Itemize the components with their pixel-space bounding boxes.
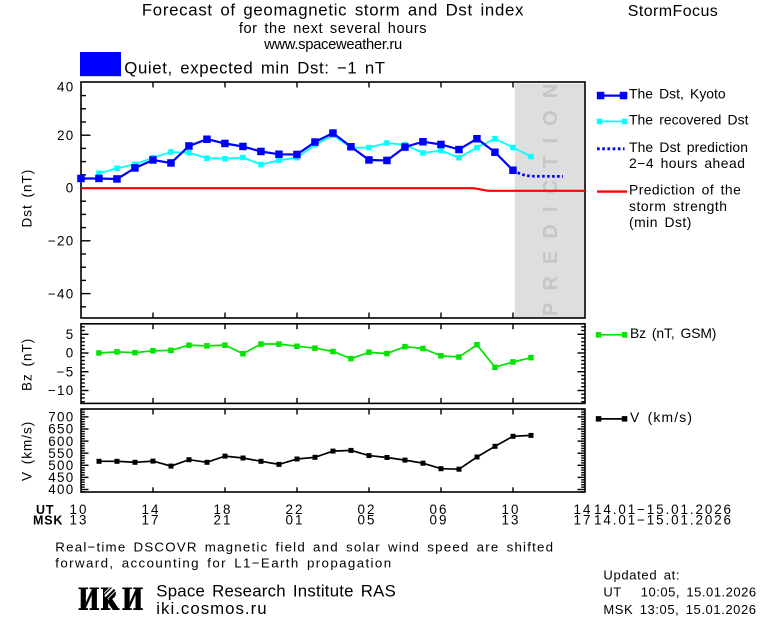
svg-text:Bz (nT): Bz (nT) — [20, 338, 35, 391]
svg-text:20: 20 — [57, 128, 75, 143]
svg-text:Forecast of geomagnetic storm: Forecast of geomagnetic storm and Dst in… — [142, 1, 524, 20]
svg-text:UT: UT — [36, 503, 54, 517]
svg-text:Bz (nT, GSM): Bz (nT, GSM) — [630, 325, 716, 341]
svg-text:14.01−15.01.2026: 14.01−15.01.2026 — [594, 513, 733, 528]
svg-text:PREDICTION: PREDICTION — [540, 72, 562, 316]
svg-text:forward, accounting for L1−Ear: forward, accounting for L1−Earth propaga… — [55, 555, 392, 570]
svg-text:21: 21 — [214, 513, 233, 528]
svg-text:18: 18 — [214, 502, 233, 517]
svg-text:V (km/s): V (km/s) — [20, 421, 35, 481]
svg-text:06: 06 — [430, 502, 449, 517]
svg-text:storm strength: storm strength — [629, 198, 728, 214]
svg-text:02: 02 — [358, 502, 377, 517]
svg-text:17: 17 — [574, 513, 593, 528]
svg-text:Updated at:: Updated at: — [603, 568, 680, 583]
svg-text:iki.cosmos.ru: iki.cosmos.ru — [156, 599, 267, 618]
svg-text:14.01−15.01.2026: 14.01−15.01.2026 — [594, 502, 733, 517]
svg-text:14: 14 — [142, 502, 161, 517]
svg-text:22: 22 — [286, 502, 305, 517]
svg-text:−40: −40 — [48, 286, 75, 301]
svg-text:for the next several hours: for the next several hours — [239, 21, 427, 37]
svg-text:10: 10 — [70, 502, 89, 517]
svg-text:650: 650 — [48, 422, 74, 437]
svg-text:0: 0 — [66, 346, 75, 361]
svg-text:Prediction of the: Prediction of the — [629, 182, 741, 198]
svg-text:01: 01 — [286, 513, 305, 528]
svg-text:550: 550 — [48, 446, 74, 461]
svg-text:(min Dst): (min Dst) — [629, 214, 692, 230]
svg-text:40: 40 — [57, 79, 75, 94]
svg-text:500: 500 — [48, 458, 74, 473]
svg-text:V (km/s): V (km/s) — [630, 409, 693, 425]
svg-text:−10: −10 — [48, 383, 75, 398]
svg-text:−5: −5 — [57, 364, 75, 379]
svg-text:StormFocus: StormFocus — [628, 3, 718, 20]
svg-text:The Dst, Kyoto: The Dst, Kyoto — [629, 86, 726, 102]
svg-text:09: 09 — [430, 513, 449, 528]
svg-text:The Dst prediction: The Dst prediction — [629, 139, 748, 155]
svg-text:Quiet, expected min Dst: −1 nT: Quiet, expected min Dst: −1 nT — [124, 59, 385, 78]
svg-text:13: 13 — [70, 513, 89, 528]
svg-text:www.spaceweather.ru: www.spaceweather.ru — [263, 37, 402, 53]
svg-text:700: 700 — [48, 410, 74, 425]
svg-text:Real−time DSCOVR magnetic fiel: Real−time DSCOVR magnetic field and sola… — [55, 539, 554, 554]
svg-text:600: 600 — [48, 434, 74, 449]
svg-text:0: 0 — [66, 181, 75, 196]
svg-text:450: 450 — [48, 470, 74, 485]
svg-text:5: 5 — [66, 327, 75, 342]
svg-text:13: 13 — [502, 513, 521, 528]
svg-text:2−4 hours ahead: 2−4 hours ahead — [629, 155, 745, 171]
svg-text:−20: −20 — [48, 234, 75, 249]
svg-text:17: 17 — [142, 513, 161, 528]
svg-text:The recovered Dst: The recovered Dst — [629, 111, 749, 127]
svg-text:Dst (nT): Dst (nT) — [20, 169, 35, 228]
svg-text:UT 10:05, 15.01.2026: UT 10:05, 15.01.2026 — [603, 584, 756, 599]
svg-text:MSK: MSK — [33, 514, 63, 528]
svg-text:05: 05 — [358, 513, 377, 528]
svg-text:10: 10 — [502, 502, 521, 517]
svg-text:MSK 13:05, 15.01.2026: MSK 13:05, 15.01.2026 — [603, 602, 756, 617]
svg-text:400: 400 — [48, 482, 74, 497]
svg-text:Space Research Institute RAS: Space Research Institute RAS — [156, 582, 396, 601]
svg-text:14: 14 — [574, 502, 593, 517]
